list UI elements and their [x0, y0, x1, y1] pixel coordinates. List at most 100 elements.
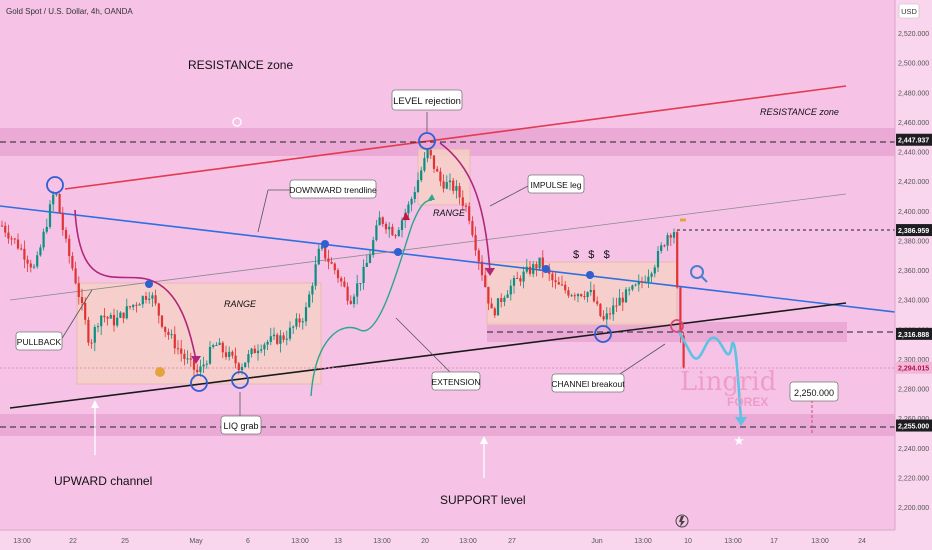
candle-body [45, 226, 48, 232]
candle-body [55, 193, 58, 195]
candle-body [493, 308, 496, 316]
y-tick-label: 2,480.000 [898, 90, 929, 97]
candle-body [416, 180, 420, 193]
x-tick-label: 13:00 [634, 538, 652, 545]
candle-body [596, 301, 599, 304]
candle-body [509, 285, 512, 295]
x-tick-label: 20 [421, 538, 429, 545]
callout-line-breakout [619, 343, 666, 375]
price-tag-label: 2,316.888 [898, 332, 929, 339]
candle-body [375, 225, 378, 241]
candle-body [260, 349, 263, 351]
candle-body [186, 358, 189, 360]
candle-body [455, 186, 458, 191]
y-tick-label: 2,280.000 [898, 387, 929, 394]
candle-body [605, 313, 608, 320]
candle-body [532, 264, 535, 274]
dollar-signs: $ $ $ [573, 249, 610, 261]
candle-body [224, 352, 228, 358]
candle-body [612, 305, 615, 315]
candle-body [567, 290, 570, 296]
candle-body [199, 366, 202, 373]
candle-body [679, 287, 682, 336]
candle-body [682, 335, 685, 368]
lightning-glyph [679, 516, 685, 527]
candle-body [413, 192, 416, 200]
candle-body [141, 296, 144, 305]
candle-body [205, 363, 208, 365]
x-tick-label: 13:00 [459, 538, 477, 545]
candle-body [42, 231, 45, 248]
target-box[interactable] [789, 381, 839, 402]
support-zone [0, 414, 895, 436]
candle-body [474, 235, 477, 251]
candle-body [436, 168, 439, 172]
candle-body [663, 245, 666, 247]
x-tick-label: 27 [508, 538, 516, 545]
candle-body [554, 280, 557, 283]
candle-body [247, 354, 250, 363]
candle-body [586, 292, 589, 298]
currency-box[interactable] [898, 3, 920, 19]
candle-body [74, 268, 77, 284]
candle-body [39, 247, 42, 256]
candle-body [394, 235, 397, 237]
candle-body [624, 289, 628, 303]
candle-body [628, 289, 631, 291]
candle-body [656, 251, 660, 268]
candle-body [327, 258, 330, 263]
candle-body [330, 262, 333, 264]
candle-body [602, 316, 605, 320]
candle-body [135, 304, 138, 306]
candle-body [295, 318, 298, 327]
extension-box[interactable] [431, 371, 481, 391]
y-tick-label: 2,520.000 [898, 31, 929, 38]
candle-body [144, 296, 148, 300]
candle-body [669, 235, 672, 238]
candle-body [317, 248, 320, 265]
impulse-leg-box[interactable] [527, 174, 585, 194]
candle-body [464, 205, 468, 207]
candle-body [36, 255, 39, 267]
extension-label: EXTENSION [431, 377, 480, 387]
candle-body [432, 155, 436, 169]
level-rejection-box[interactable] [391, 89, 463, 111]
candle-body [336, 270, 340, 279]
trend-dot-1 [321, 240, 329, 248]
candle-body [160, 315, 164, 327]
resistance-zone-title: RESISTANCE zone [188, 58, 293, 72]
symbol-title: Gold Spot / U.S. Dollar, 4h, OANDA [6, 7, 133, 16]
candle-body [311, 285, 314, 295]
candle-body [240, 367, 244, 371]
liq-grab-box[interactable] [220, 415, 262, 435]
candle-body [109, 315, 112, 319]
callout-line-trend-2 [257, 189, 269, 233]
rocket-icon [402, 212, 410, 220]
price-tag-label: 2,255.000 [898, 424, 929, 431]
candle-body [349, 300, 352, 304]
candle-body [292, 326, 295, 328]
candle-body [96, 326, 100, 328]
x-tick-labels: 13:00 22 25 May 6 13:00 13 13:00 20 13:00 27 Jun 13:… [13, 538, 866, 545]
candle-body [218, 342, 221, 345]
y-tick-label: 2,240.000 [898, 446, 929, 453]
support-arrowhead [480, 436, 488, 444]
x-tick-label: 13:00 [811, 538, 829, 545]
candle-body [551, 273, 554, 281]
breakout-circle [670, 319, 684, 333]
touch-circle-2 [418, 132, 436, 150]
time-axis[interactable] [0, 530, 932, 550]
candle-body [672, 232, 676, 238]
downward-trendline-box[interactable] [289, 179, 377, 199]
candle-body [384, 223, 388, 230]
pullback-box[interactable] [15, 331, 63, 351]
candle-body [167, 331, 170, 336]
x-tick-label: May [189, 538, 203, 545]
candle-body [196, 369, 199, 373]
support-level-label: SUPPORT level [440, 493, 526, 507]
price-axis[interactable] [895, 0, 932, 550]
channel-breakout-box[interactable] [551, 373, 625, 393]
price-tag [896, 133, 932, 146]
candle-body [621, 297, 624, 303]
